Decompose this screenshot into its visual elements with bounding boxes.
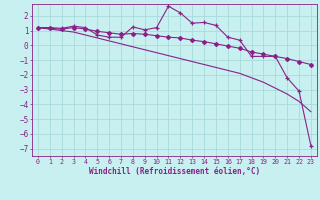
X-axis label: Windchill (Refroidissement éolien,°C): Windchill (Refroidissement éolien,°C) <box>89 167 260 176</box>
